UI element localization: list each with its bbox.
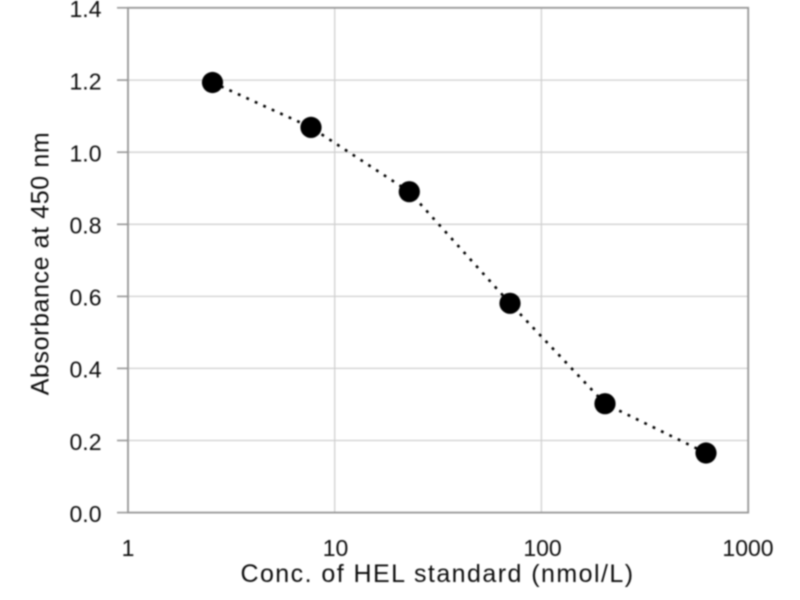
svg-text:Absorbance at 450 nm: Absorbance at 450 nm — [27, 132, 55, 396]
svg-text:1.0: 1.0 — [70, 141, 102, 167]
svg-text:1.4: 1.4 — [70, 0, 102, 22]
svg-text:0.8: 0.8 — [70, 213, 102, 239]
svg-text:1.2: 1.2 — [70, 68, 102, 94]
svg-text:0.4: 0.4 — [70, 357, 102, 383]
svg-text:0.6: 0.6 — [70, 285, 102, 311]
svg-text:100: 100 — [523, 535, 561, 561]
svg-text:Conc. of HEL standard (nmol/L): Conc. of HEL standard (nmol/L) — [240, 560, 634, 588]
svg-text:1000: 1000 — [722, 535, 773, 561]
svg-text:0.0: 0.0 — [70, 501, 102, 527]
svg-text:10: 10 — [323, 535, 349, 561]
svg-text:0.2: 0.2 — [70, 429, 102, 455]
svg-text:1: 1 — [122, 535, 135, 561]
